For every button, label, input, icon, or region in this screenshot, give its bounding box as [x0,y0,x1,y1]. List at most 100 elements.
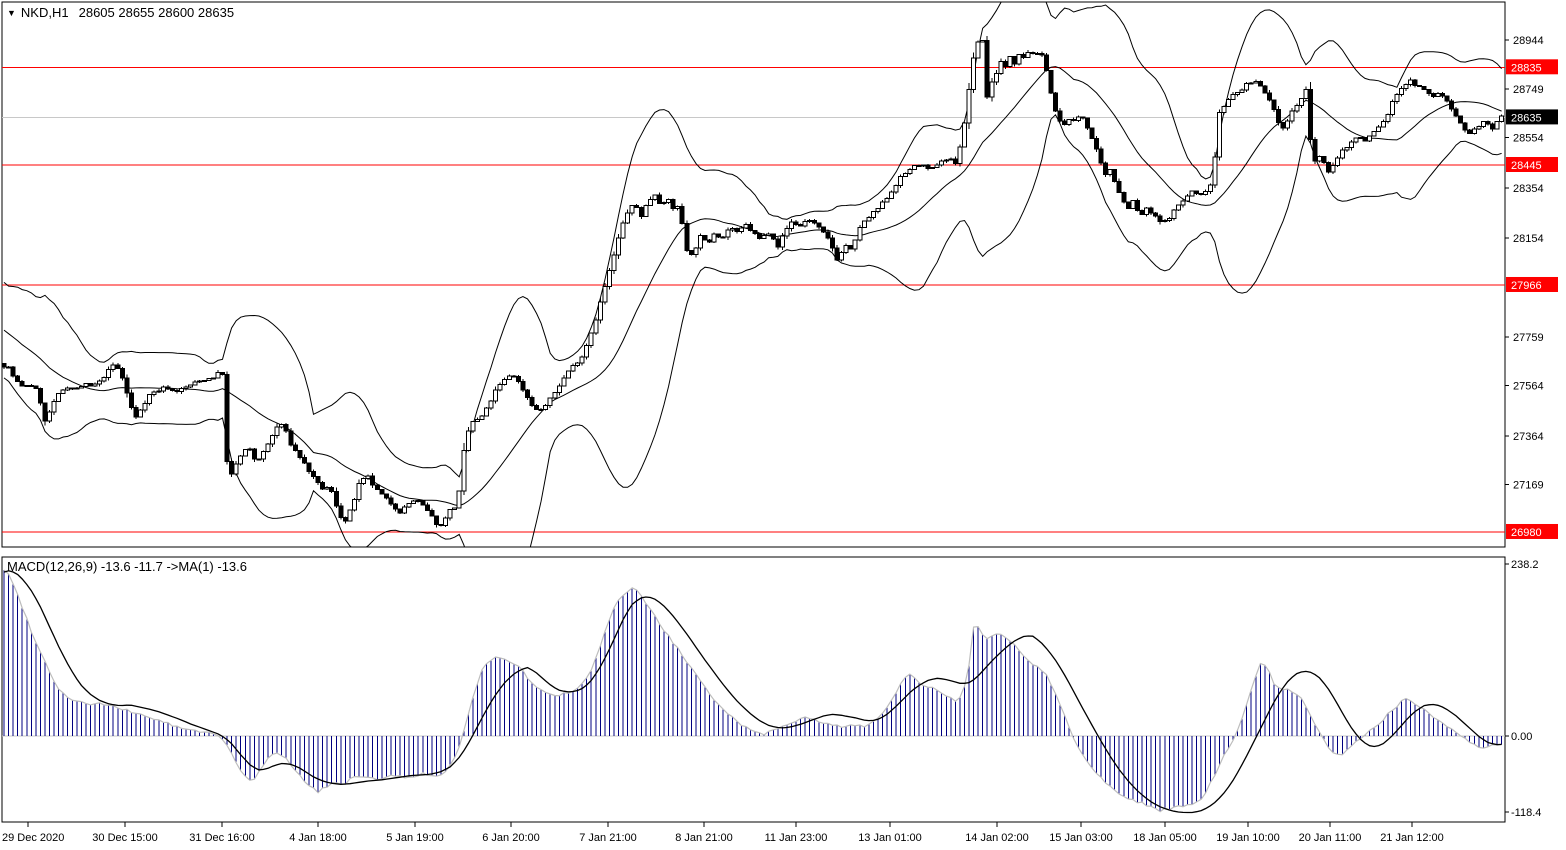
time-tick-label: 11 Jan 23:00 [765,832,828,844]
price-tick-label: 27169 [1513,480,1544,492]
bear-candle-body [370,475,376,486]
bull-candle-body [857,227,863,241]
bear-candle-body [734,227,740,232]
time-tick-label: 7 Jan 21:00 [579,832,637,844]
bear-candle-body [798,223,804,227]
bear-candle-body [1103,162,1109,175]
bear-candle-body [229,460,235,475]
bear-candle-body [174,390,180,393]
macd-axis[interactable]: 238.2 0.00 -118.4 [1505,559,1541,819]
bull-candle-body [1171,209,1177,219]
bull-candle-body [1180,200,1186,206]
bear-candle-body [793,221,799,225]
bull-candle-body [1289,110,1295,122]
bull-candle-body [652,194,658,200]
bull-candle-body [1294,104,1300,112]
bull-candle-body [611,254,617,272]
bull-candle-body [188,384,194,388]
bear-candle-body [1490,123,1496,130]
bull-candle-body [1494,121,1500,130]
price-tick-label: 27759 [1513,332,1544,344]
bear-candle-body [115,364,121,369]
bear-candle-body [292,444,298,452]
time-tick-label: 18 Jan 05:00 [1133,832,1197,844]
price-chart-panel[interactable] [1,0,1506,595]
bull-candle-body [452,507,458,511]
bull-candle-body [210,377,216,380]
time-tick-label: 29 Dec 2020 [2,832,64,844]
time-tick-label: 14 Jan 02:00 [965,832,1029,844]
bull-candle-body [1317,155,1323,162]
bear-candle-body [916,164,922,167]
price-level-badge-label: 27966 [1511,280,1542,292]
bull-candle-body [411,500,417,505]
price-level-badge-label: 28835 [1511,62,1542,74]
bear-candle-body [1426,89,1432,95]
bear-candle-body [219,372,225,376]
bull-candle-body [1207,184,1213,193]
bear-candle-body [1125,201,1131,209]
bull-candle-body [839,251,845,261]
bear-candle-body [820,226,826,233]
bull-candle-body [183,386,189,390]
bull-candle-body [697,235,703,249]
bear-candle-body [757,232,763,239]
bull-candle-body [1335,157,1341,167]
bear-candle-body [1098,148,1104,164]
bull-candle-body [1394,94,1400,103]
bull-candle-body [939,160,945,166]
bear-candle-body [1121,192,1127,203]
bull-candle-body [242,448,248,457]
bear-candle-body [952,158,958,164]
bear-candle-body [37,388,43,404]
bull-candle-body [142,402,148,411]
symbol-dropdown-icon[interactable]: ▼ [7,8,16,18]
macd-tick-label: -118.4 [1511,807,1541,819]
time-tick-label: 20 Jan 11:00 [1299,832,1362,844]
bull-candle-body [1107,168,1113,175]
bear-candle-body [1321,155,1327,164]
bear-candle-body [670,199,676,210]
bear-candle-body [816,222,822,228]
bear-candle-body [1053,92,1059,112]
bear-candle-body [848,244,854,250]
bear-candle-body [1462,122,1468,131]
price-axis[interactable]: 28944 28749 28554 28354 28154 27759 27564 27364… [1505,35,1558,539]
bear-candle-body [1307,88,1313,140]
bull-candle-body [911,164,917,170]
bear-candle-body [1034,52,1040,55]
bull-candle-body [584,345,590,358]
chart-title: ▼ NKD,H1 28605 28655 28600 28635 [7,5,234,20]
bull-candle-body [711,233,717,243]
bear-candle-body [1449,100,1455,110]
bear-candle-body [538,408,544,411]
bull-candle-body [402,506,408,514]
bull-candle-body [543,405,549,411]
time-tick-label: 30 Dec 15:00 [92,832,157,844]
bull-candle-body [60,389,66,394]
price-tick-label: 28554 [1513,133,1544,145]
bull-candle-body [1221,105,1227,114]
bull-candle-body [788,221,794,230]
bull-candle-body [1499,115,1505,123]
bull-candle-body [693,247,699,256]
bull-candle-body [1248,82,1254,85]
bear-candle-body [1048,69,1054,94]
bull-candle-body [502,378,508,386]
bear-candle-body [19,380,25,387]
bear-candle-body [748,223,754,231]
bear-candle-body [15,375,21,382]
bull-candle-body [238,455,244,465]
bear-candle-body [383,493,389,499]
bear-candle-body [315,476,321,483]
macd-panel[interactable] [1,556,1506,823]
bull-candle-body [1253,81,1259,84]
bear-candle-body [388,497,394,505]
bear-candle-body [301,456,307,464]
bull-candle-body [1435,93,1441,97]
bollinger-lower-band [3,113,1502,547]
time-axis[interactable]: 29 Dec 2020 30 Dec 15:00 31 Dec 16:00 4 Jan… [2,822,1444,844]
bull-candle-body [852,239,858,250]
bear-candle-body [1453,108,1459,117]
